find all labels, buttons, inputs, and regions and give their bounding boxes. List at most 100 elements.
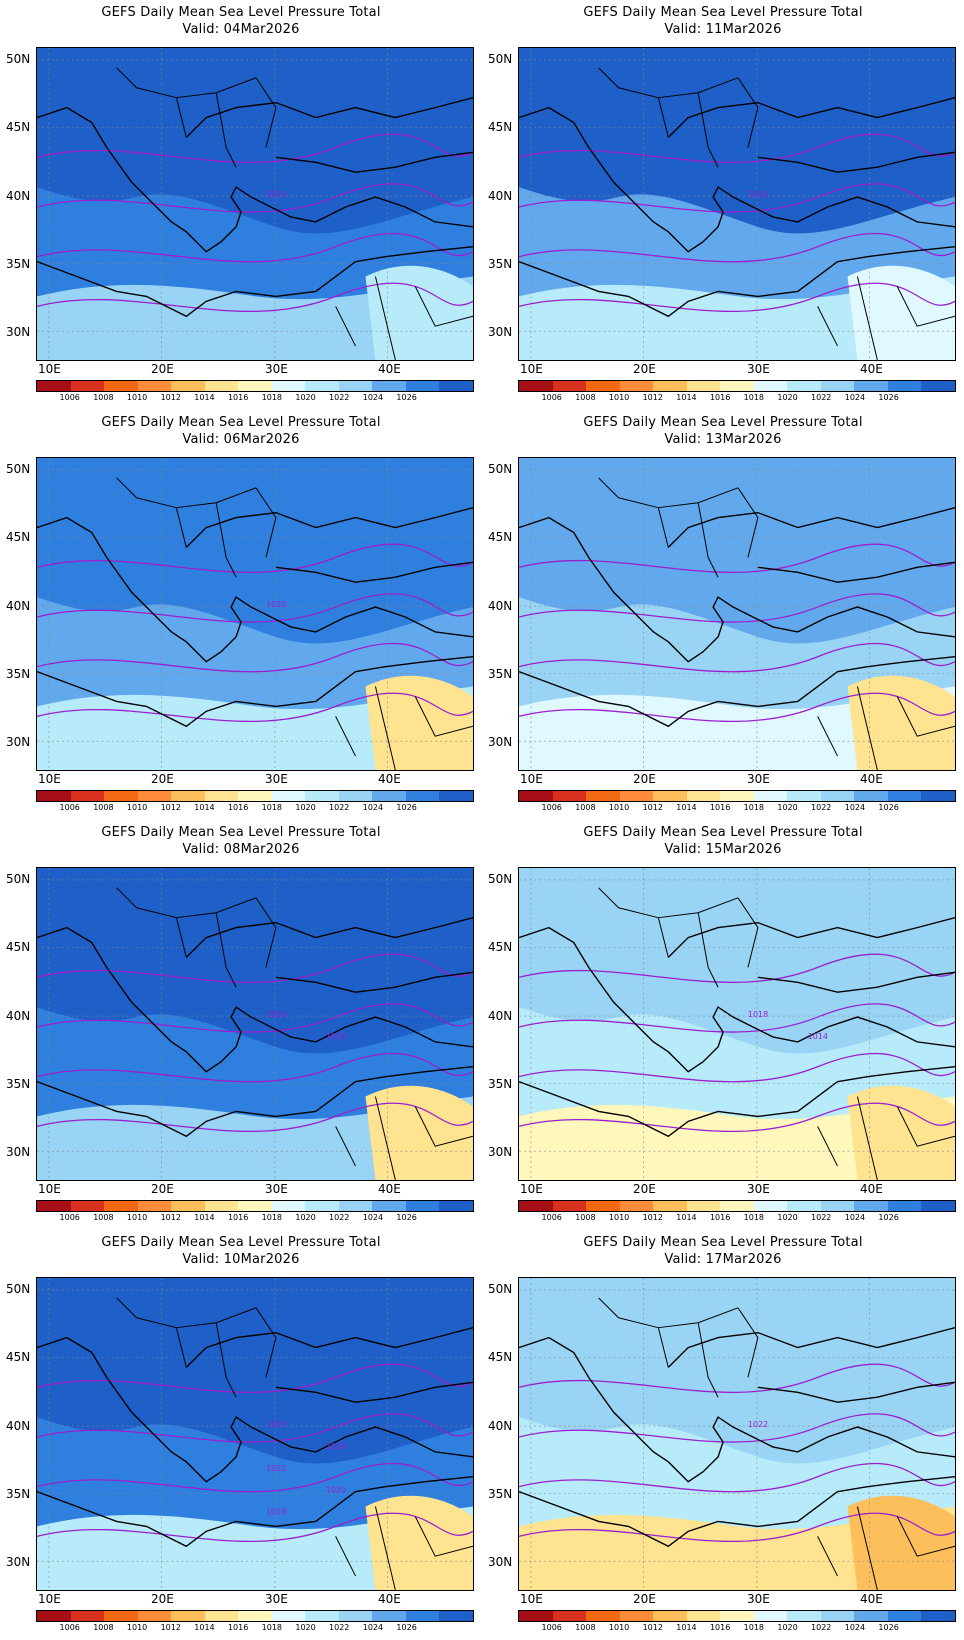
colorbar-swatch (887, 1611, 922, 1621)
lat-label: 30N (6, 1555, 31, 1569)
colorbar-swatch (787, 381, 821, 391)
colorbar-swatch (887, 381, 922, 391)
colorbar-label: 1012 (642, 803, 663, 812)
colorbar-label: 1008 (93, 393, 114, 402)
colorbar-swatch (70, 1611, 105, 1621)
colorbar-swatch (171, 381, 205, 391)
country-borders (116, 67, 473, 360)
high-pressure-region (519, 458, 955, 644)
lat-label: 30N (488, 735, 513, 749)
pressure-map: 1024 (36, 47, 474, 361)
colorbar-label: 1024 (362, 1213, 384, 1222)
isobar-contour (37, 543, 473, 574)
colorbar-label: 1016 (709, 1213, 731, 1222)
low-pressure-region (519, 1506, 955, 1590)
colorbar-swatch (439, 381, 473, 391)
isobar-contour (37, 1102, 473, 1133)
colorbar-swatch (887, 1201, 922, 1211)
colorbar-label: 1008 (93, 1213, 114, 1222)
coastline (519, 1327, 955, 1548)
colorbar-swatch (305, 791, 339, 801)
lat-label: 45N (488, 530, 513, 544)
map-panel: GEFS Daily Mean Sea Level Pressure Total… (482, 410, 964, 820)
lon-label: 30E (747, 1592, 770, 1606)
colorbar-label: 1022 (329, 803, 350, 812)
panel-valid-date: Valid: 17Mar2026 (664, 1252, 782, 1267)
colorbar-label: 1014 (194, 1623, 215, 1632)
colorbar-swatch (405, 791, 440, 801)
colorbar-label: 1024 (844, 393, 866, 402)
lon-label: 20E (151, 1182, 174, 1196)
southeast-region (847, 265, 955, 360)
pressure-map: 1020 (36, 457, 474, 771)
lat-label: 45N (488, 1350, 513, 1364)
colorbar-label: 1014 (676, 1623, 697, 1632)
colorbar-swatch (820, 791, 855, 801)
low-pressure-region (37, 1096, 473, 1180)
colorbar-label: 1020 (295, 1623, 316, 1632)
lon-label: 20E (633, 1592, 656, 1606)
colorbar-swatch (586, 381, 620, 391)
lon-label: 20E (151, 1592, 174, 1606)
lon-label: 10E (38, 1592, 61, 1606)
colorbar-label: 1014 (676, 393, 697, 402)
colorbar-label: 1026 (396, 393, 417, 402)
colorbar-swatch (586, 791, 620, 801)
colorbar-swatch (686, 1611, 721, 1621)
colorbar-swatch (405, 381, 440, 391)
colorbar-swatch (238, 1611, 272, 1621)
colorbar-label: 1026 (878, 393, 899, 402)
contour-label: 1024 (266, 190, 286, 199)
colorbar-label: 1012 (642, 393, 663, 402)
lat-label: 50N (488, 1282, 513, 1296)
colorbar-label: 1020 (777, 803, 798, 812)
colorbar-swatch (70, 1201, 105, 1211)
lat-label: 40N (6, 1009, 31, 1023)
contour-label: 1014 (808, 1032, 828, 1041)
country-borders (598, 67, 955, 360)
contour-label: 1020 (748, 190, 768, 199)
coastline (519, 507, 955, 728)
isobar-contour (519, 1413, 955, 1443)
colorbar-swatch (753, 1201, 788, 1211)
colorbar-swatch (137, 1611, 172, 1621)
colorbar-swatch (405, 1611, 440, 1621)
country-borders (116, 477, 473, 770)
isobar-contour (519, 593, 955, 623)
panel-title: GEFS Daily Mean Sea Level Pressure Total (583, 415, 863, 430)
colorbar-swatch (338, 791, 373, 801)
colorbar-swatch (37, 381, 71, 391)
colorbar-label: 1022 (811, 393, 832, 402)
coastline (519, 917, 955, 1138)
colorbar-label: 1006 (59, 1213, 80, 1222)
isobar-contour (519, 183, 955, 213)
low-pressure-region (519, 686, 955, 770)
colorbar-label: 1016 (227, 803, 249, 812)
panel-title: GEFS Daily Mean Sea Level Pressure Total (101, 1235, 381, 1250)
panel-valid-date: Valid: 10Mar2026 (182, 1252, 300, 1267)
colorbar-swatch (619, 381, 654, 391)
map-panel: GEFS Daily Mean Sea Level Pressure Total… (0, 0, 482, 410)
colorbar-label: 1020 (777, 1623, 798, 1632)
lat-label: 35N (488, 1487, 513, 1501)
colorbar-swatch (238, 791, 272, 801)
colorbar-swatch (686, 381, 721, 391)
lat-label: 35N (488, 257, 513, 271)
colorbar-swatch (204, 381, 239, 391)
colorbar-label: 1020 (777, 1213, 798, 1222)
low-pressure-region (37, 276, 473, 360)
lat-label: 35N (6, 1077, 31, 1091)
low-pressure-region (519, 276, 955, 360)
panel-valid-date: Valid: 11Mar2026 (664, 22, 782, 37)
lat-label: 40N (6, 189, 31, 203)
map-panel: GEFS Daily Mean Sea Level Pressure Total… (0, 410, 482, 820)
high-pressure-region (37, 458, 473, 644)
colorbar-label: 1010 (126, 1213, 148, 1222)
lat-label: 35N (6, 1487, 31, 1501)
colorbar-swatch (753, 1611, 788, 1621)
colorbar-label: 1022 (329, 393, 350, 402)
lat-label: 50N (6, 462, 31, 476)
colorbar-label: 1022 (811, 803, 832, 812)
southeast-region (365, 265, 473, 360)
colorbar-swatch (854, 1201, 888, 1211)
